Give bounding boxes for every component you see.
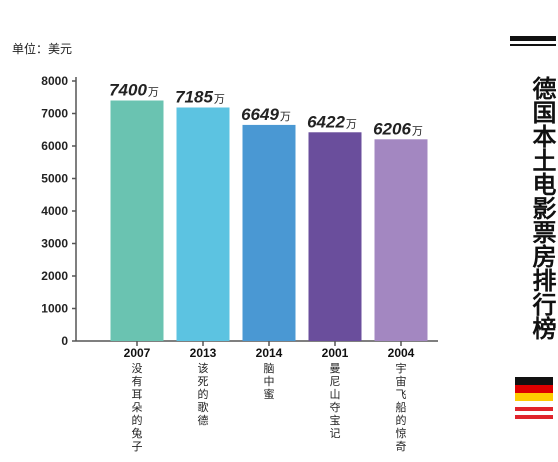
x-year-label: 2004 [388, 346, 415, 360]
y-tick-label: 7000 [41, 107, 68, 121]
bar [374, 139, 428, 341]
germany-flag-icon [515, 377, 553, 401]
y-axis: 0 1000 2000 3000 4000 5000 6000 7000 8000 [41, 74, 438, 348]
bar-value-suffix: 万 [346, 117, 357, 130]
title-top-rule [510, 36, 556, 41]
bar-value-number: 7185 [175, 87, 213, 106]
x-category-label: 没有耳朵的兔子 [132, 362, 143, 453]
bar-value-suffix: 万 [412, 124, 423, 137]
bar [176, 107, 230, 341]
x-year-label: 2014 [256, 346, 283, 360]
bar [110, 100, 164, 341]
bar-value-label: 7400万 [109, 81, 159, 100]
x-year-label: 2007 [124, 346, 151, 360]
title-top-rule-2 [510, 44, 556, 46]
y-tick-label: 8000 [41, 74, 68, 88]
chart-title: 德国本土电影票房排行榜 [528, 76, 556, 340]
y-tick-label: 1000 [41, 302, 68, 316]
bar-value-suffix: 万 [148, 86, 159, 99]
x-category-label: 曼尼山夺宝记 [330, 362, 341, 440]
y-tick-label: 0 [61, 334, 68, 348]
x-category-label: 脑中蜜 [264, 362, 275, 401]
bar-value-number: 7400 [109, 81, 147, 100]
x-year-label: 2001 [322, 346, 349, 360]
y-tick-label: 2000 [41, 269, 68, 283]
bar-value-label: 7185万 [175, 87, 225, 106]
bar-value-number: 6649 [241, 105, 279, 124]
bar-value-suffix: 万 [280, 110, 291, 123]
box-office-bar-chart: 单位：美元 010002000300040005000600070008000 … [12, 41, 438, 453]
bar-value-number: 6422 [307, 112, 345, 131]
bar-value-label: 6649万 [241, 105, 291, 124]
austria-flag-icon [515, 407, 553, 419]
y-tick-label: 3000 [41, 237, 68, 251]
bar-value-label: 6206万 [373, 119, 423, 138]
x-category-label: 该死的歌德 [198, 361, 209, 427]
y-tick-label: 6000 [41, 139, 68, 153]
bar [308, 132, 362, 341]
x-year-label: 2013 [190, 346, 217, 360]
bar [242, 124, 296, 341]
y-tick-label: 5000 [41, 172, 68, 186]
bar-value-label: 6422万 [307, 112, 357, 131]
y-tick-label: 4000 [41, 204, 68, 218]
bar-value-number: 6206 [373, 119, 411, 138]
bars: 7400万2007没有耳朵的兔子7185万2013该死的歌德6649万2014脑… [109, 81, 428, 453]
bar-value-suffix: 万 [214, 92, 225, 105]
x-category-label: 宇宙飞船的惊奇 [396, 362, 407, 453]
unit-label: 单位：美元 [12, 41, 72, 56]
